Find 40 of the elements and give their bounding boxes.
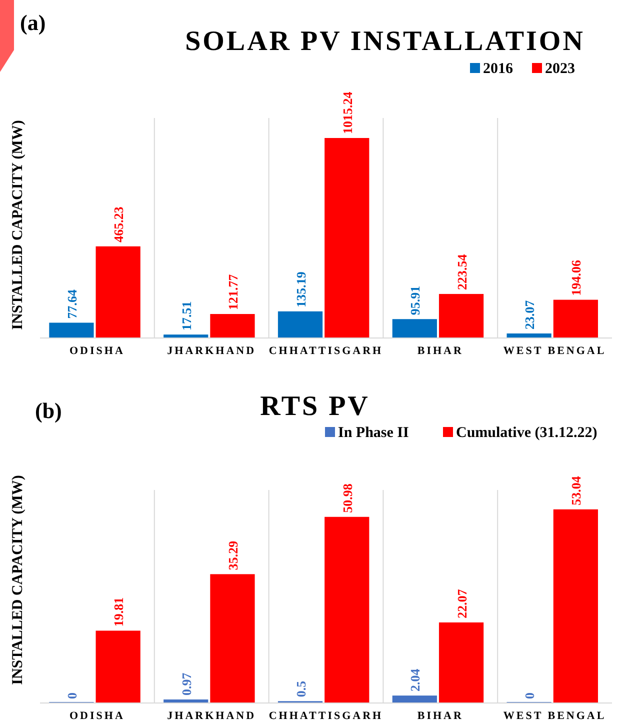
legend-label: 2016 <box>483 61 514 77</box>
data-label: 17.51 <box>178 301 194 331</box>
data-label: 19.81 <box>111 597 126 627</box>
x-tick-label: WEST BENGAL <box>503 710 606 722</box>
y-axis-title: INSTALLED CAPACITY (MW) <box>10 475 26 685</box>
data-label: 1015.24 <box>340 91 355 134</box>
x-tick-label: BIHAR <box>417 345 464 357</box>
data-label: 50.98 <box>340 483 355 513</box>
x-tick-label: CHHATTISGARH <box>268 345 384 357</box>
data-label: 194.06 <box>568 260 584 296</box>
data-label: 2.04 <box>408 668 423 692</box>
chart-title: SOLAR PV INSTALLATION <box>185 26 585 57</box>
data-label: 121.77 <box>225 274 240 310</box>
x-tick-label: CHHATTISGARH <box>268 710 384 722</box>
chart-subtitle: (b) <box>35 398 62 423</box>
legend-label: Cumulative (31.12.22) <box>456 425 598 441</box>
data-label: 95.91 <box>408 286 423 316</box>
x-tick-label: JHARKHAND <box>167 710 256 722</box>
data-label: 0 <box>522 692 538 699</box>
data-label: 0.5 <box>293 680 308 698</box>
data-label: 35.29 <box>225 540 240 570</box>
data-label: 23.07 <box>522 300 538 330</box>
data-label: 0 <box>64 692 80 699</box>
data-label: 22.07 <box>454 588 470 618</box>
x-tick-label: JHARKHAND <box>167 345 256 357</box>
x-tick-label: WEST BENGAL <box>503 345 606 357</box>
chart-subtitle: (a) <box>20 10 46 35</box>
data-label: 77.64 <box>64 288 80 319</box>
x-tick-label: ODISHA <box>69 710 125 722</box>
data-label: 135.19 <box>293 271 308 308</box>
data-label: 465.23 <box>111 206 126 242</box>
data-label: 53.04 <box>568 476 584 506</box>
legend-label: In Phase II <box>338 425 410 441</box>
chart-title: RTS PV <box>260 391 370 422</box>
legend-label: 2023 <box>545 61 575 77</box>
data-label: 0.97 <box>178 672 194 696</box>
data-label: 223.54 <box>454 254 470 290</box>
x-tick-label: ODISHA <box>69 345 125 357</box>
y-axis-title: INSTALLED CAPACITY (MW) <box>10 120 26 330</box>
x-tick-label: BIHAR <box>417 710 464 722</box>
